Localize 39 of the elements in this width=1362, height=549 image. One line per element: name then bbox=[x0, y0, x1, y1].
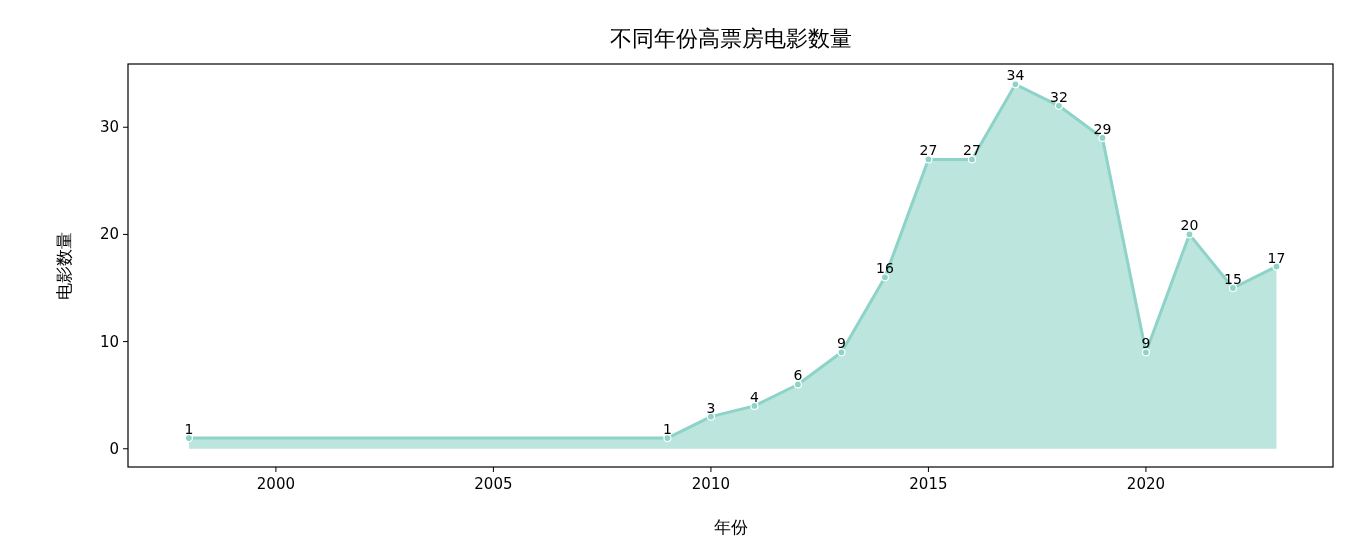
data-label: 29 bbox=[1093, 120, 1112, 137]
point bbox=[1141, 348, 1151, 357]
data-label: 1 bbox=[662, 421, 672, 438]
data-label: 1 bbox=[184, 421, 194, 438]
y-axis-title: 电影数量 bbox=[54, 231, 74, 300]
point bbox=[1098, 133, 1107, 143]
point bbox=[1228, 283, 1238, 293]
data-label: 34 bbox=[1006, 67, 1025, 84]
y-tick-label: 10 bbox=[99, 332, 119, 351]
data-label: 15 bbox=[1224, 271, 1242, 288]
y-tick-label: 0 bbox=[109, 439, 119, 458]
point bbox=[1185, 230, 1194, 239]
point bbox=[924, 155, 933, 164]
x-tick-label: 2010 bbox=[691, 475, 731, 493]
y-tick-label: 30 bbox=[99, 118, 119, 137]
x-tick-label: 2000 bbox=[256, 475, 295, 493]
x-tick-label: 2020 bbox=[1126, 475, 1166, 493]
data-label: 4 bbox=[749, 388, 759, 405]
data-label: 6 bbox=[793, 367, 803, 384]
point bbox=[793, 380, 803, 389]
data-label: 20 bbox=[1180, 217, 1199, 234]
y-tick-label: 20 bbox=[99, 225, 119, 244]
point bbox=[706, 412, 716, 421]
data-label: 3 bbox=[706, 399, 716, 416]
data-label: 9 bbox=[1141, 335, 1151, 352]
data-label: 17 bbox=[1267, 249, 1286, 266]
point bbox=[1011, 80, 1020, 89]
data-label: 27 bbox=[963, 142, 981, 159]
x-axis-title: 年份 bbox=[713, 517, 748, 537]
data-label: 16 bbox=[876, 260, 894, 277]
data-label: 32 bbox=[1050, 88, 1068, 105]
x-tick-label: 2005 bbox=[474, 475, 513, 493]
x-tick-label: 2015 bbox=[909, 475, 948, 493]
point bbox=[967, 155, 977, 164]
point bbox=[837, 348, 846, 357]
data-label: 9 bbox=[836, 335, 846, 352]
data-label: 27 bbox=[919, 142, 938, 159]
chart-title: 不同年份高票房电影数量 bbox=[609, 26, 852, 51]
point bbox=[750, 401, 759, 411]
